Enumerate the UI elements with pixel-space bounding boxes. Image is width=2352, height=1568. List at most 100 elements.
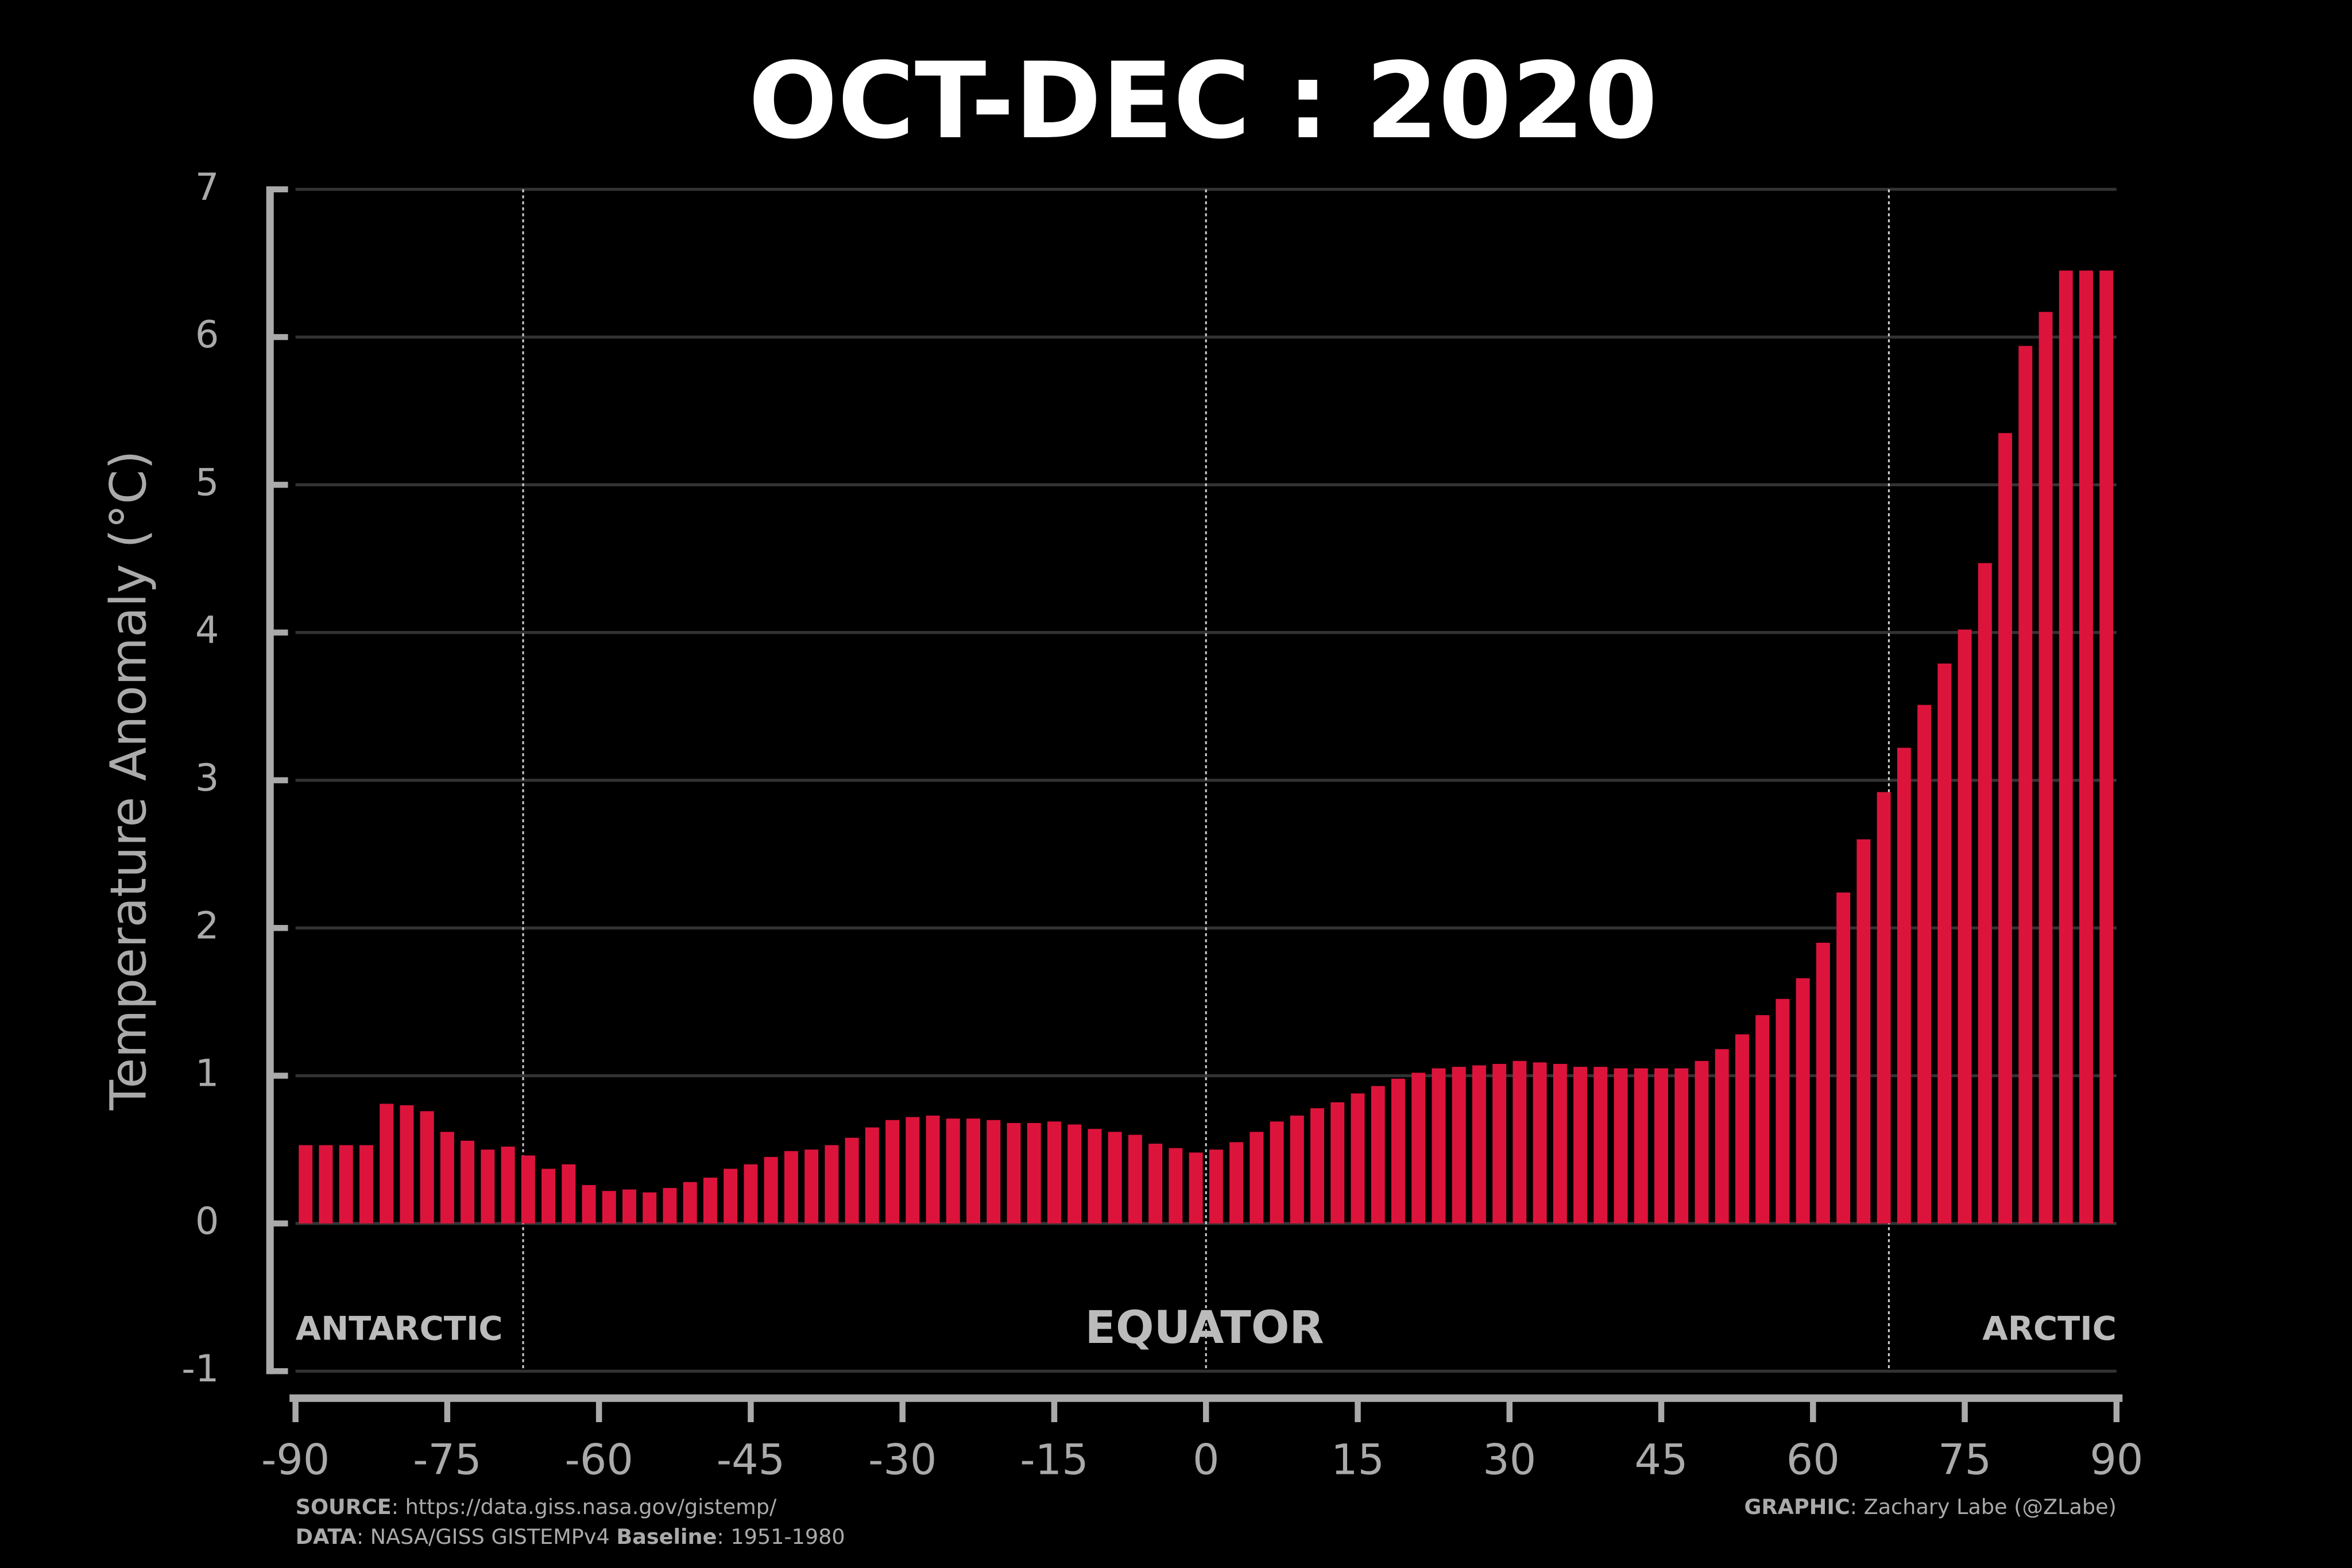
x-tick-label: 0 — [1193, 1436, 1220, 1485]
bar — [1674, 1068, 1689, 1224]
bar — [845, 1137, 859, 1224]
bar — [1270, 1121, 1284, 1224]
region-label: EQUATOR — [1085, 1302, 1324, 1354]
bar — [663, 1188, 677, 1224]
bar — [359, 1145, 373, 1224]
bar — [2099, 270, 2114, 1224]
bar — [1047, 1121, 1061, 1224]
y-tick-label: 4 — [195, 609, 219, 652]
x-tick-label: 75 — [1938, 1436, 1991, 1485]
bar — [1998, 433, 2013, 1224]
bar — [804, 1149, 819, 1224]
bar — [1654, 1068, 1669, 1224]
y-tick-label: 7 — [195, 165, 219, 209]
bar — [1695, 1060, 1709, 1224]
bar — [461, 1140, 475, 1224]
bar — [420, 1111, 434, 1224]
bar — [966, 1118, 981, 1224]
y-tick-label: 0 — [195, 1199, 219, 1243]
bar — [319, 1145, 333, 1224]
bar — [1452, 1067, 1466, 1224]
bar — [1715, 1049, 1729, 1224]
x-tick-label: 15 — [1331, 1436, 1384, 1485]
bar — [1897, 748, 1911, 1224]
x-tick-label: 90 — [2090, 1436, 2143, 1485]
bar — [1391, 1078, 1405, 1224]
bar — [339, 1145, 353, 1224]
source-text: : https://data.giss.nasa.gov/gistemp/ — [392, 1494, 777, 1519]
graphic-note: GRAPHIC: Zachary Labe (@ZLabe) — [1744, 1494, 2116, 1519]
bar — [2018, 346, 2033, 1224]
bar — [683, 1182, 697, 1224]
bar — [1917, 704, 1932, 1224]
x-tick-label: -75 — [413, 1436, 481, 1485]
bar — [1614, 1068, 1628, 1224]
bar — [906, 1117, 920, 1224]
bar — [1796, 978, 1810, 1224]
bar — [541, 1168, 556, 1224]
bar — [1351, 1093, 1365, 1224]
bar — [1877, 792, 1891, 1224]
bar — [1492, 1063, 1507, 1224]
bar — [1067, 1124, 1082, 1224]
bar — [1209, 1149, 1223, 1224]
bar — [724, 1168, 738, 1224]
bar — [1816, 943, 1830, 1224]
graphic-label: GRAPHIC — [1744, 1494, 1850, 1519]
x-tick-label: -15 — [1020, 1436, 1088, 1485]
bar — [1310, 1108, 1325, 1224]
bar — [400, 1105, 414, 1224]
y-tick-label: 1 — [195, 1052, 219, 1095]
graphic-text: : Zachary Labe (@ZLabe) — [1850, 1494, 2117, 1519]
baseline-label: Baseline — [616, 1524, 717, 1549]
bar — [946, 1118, 960, 1224]
bar — [582, 1184, 596, 1224]
data-label: DATA — [296, 1524, 357, 1549]
x-tick-label: -60 — [564, 1436, 633, 1485]
bar — [1775, 998, 1790, 1224]
bar — [1755, 1015, 1770, 1224]
bar — [1836, 892, 1851, 1224]
y-tick-label: 5 — [195, 460, 219, 504]
region-label: ARCTIC — [1982, 1309, 2117, 1348]
bar — [1472, 1065, 1486, 1224]
bar — [1937, 663, 1952, 1224]
bar — [1553, 1063, 1567, 1224]
bar — [1411, 1073, 1426, 1224]
bar — [1007, 1122, 1021, 1224]
bar — [926, 1116, 940, 1224]
bar — [1432, 1068, 1446, 1224]
bar — [1573, 1067, 1588, 1224]
bar — [2038, 312, 2053, 1224]
x-tick-label: -30 — [868, 1436, 937, 1485]
source-note: SOURCE: https://data.giss.nasa.gov/giste… — [296, 1494, 777, 1519]
x-tick-label: -45 — [717, 1436, 785, 1485]
bar — [703, 1178, 717, 1224]
bar — [380, 1104, 394, 1224]
bar — [1229, 1142, 1244, 1224]
bar — [501, 1147, 515, 1224]
x-tick-label: -90 — [261, 1436, 330, 1485]
bar — [1958, 629, 1972, 1224]
baseline-text: : 1951-1980 — [717, 1524, 845, 1549]
x-tick-label: 45 — [1635, 1436, 1688, 1485]
bar — [1512, 1060, 1527, 1224]
bar — [2059, 270, 2073, 1224]
bar — [622, 1189, 636, 1224]
bar — [987, 1120, 1001, 1224]
bar — [1108, 1132, 1122, 1224]
bar — [1169, 1148, 1183, 1224]
bar — [1088, 1129, 1102, 1224]
data-text: : NASA/GISS GISTEMPv4 — [357, 1524, 617, 1549]
bar — [1330, 1102, 1345, 1224]
bar — [1250, 1132, 1264, 1224]
y-tick-label: 6 — [195, 313, 219, 357]
bar — [825, 1145, 839, 1224]
bar — [440, 1132, 454, 1224]
bar — [1027, 1122, 1041, 1224]
region-label: ANTARCTIC — [296, 1309, 503, 1348]
bar — [1128, 1135, 1142, 1224]
bar — [521, 1155, 535, 1224]
